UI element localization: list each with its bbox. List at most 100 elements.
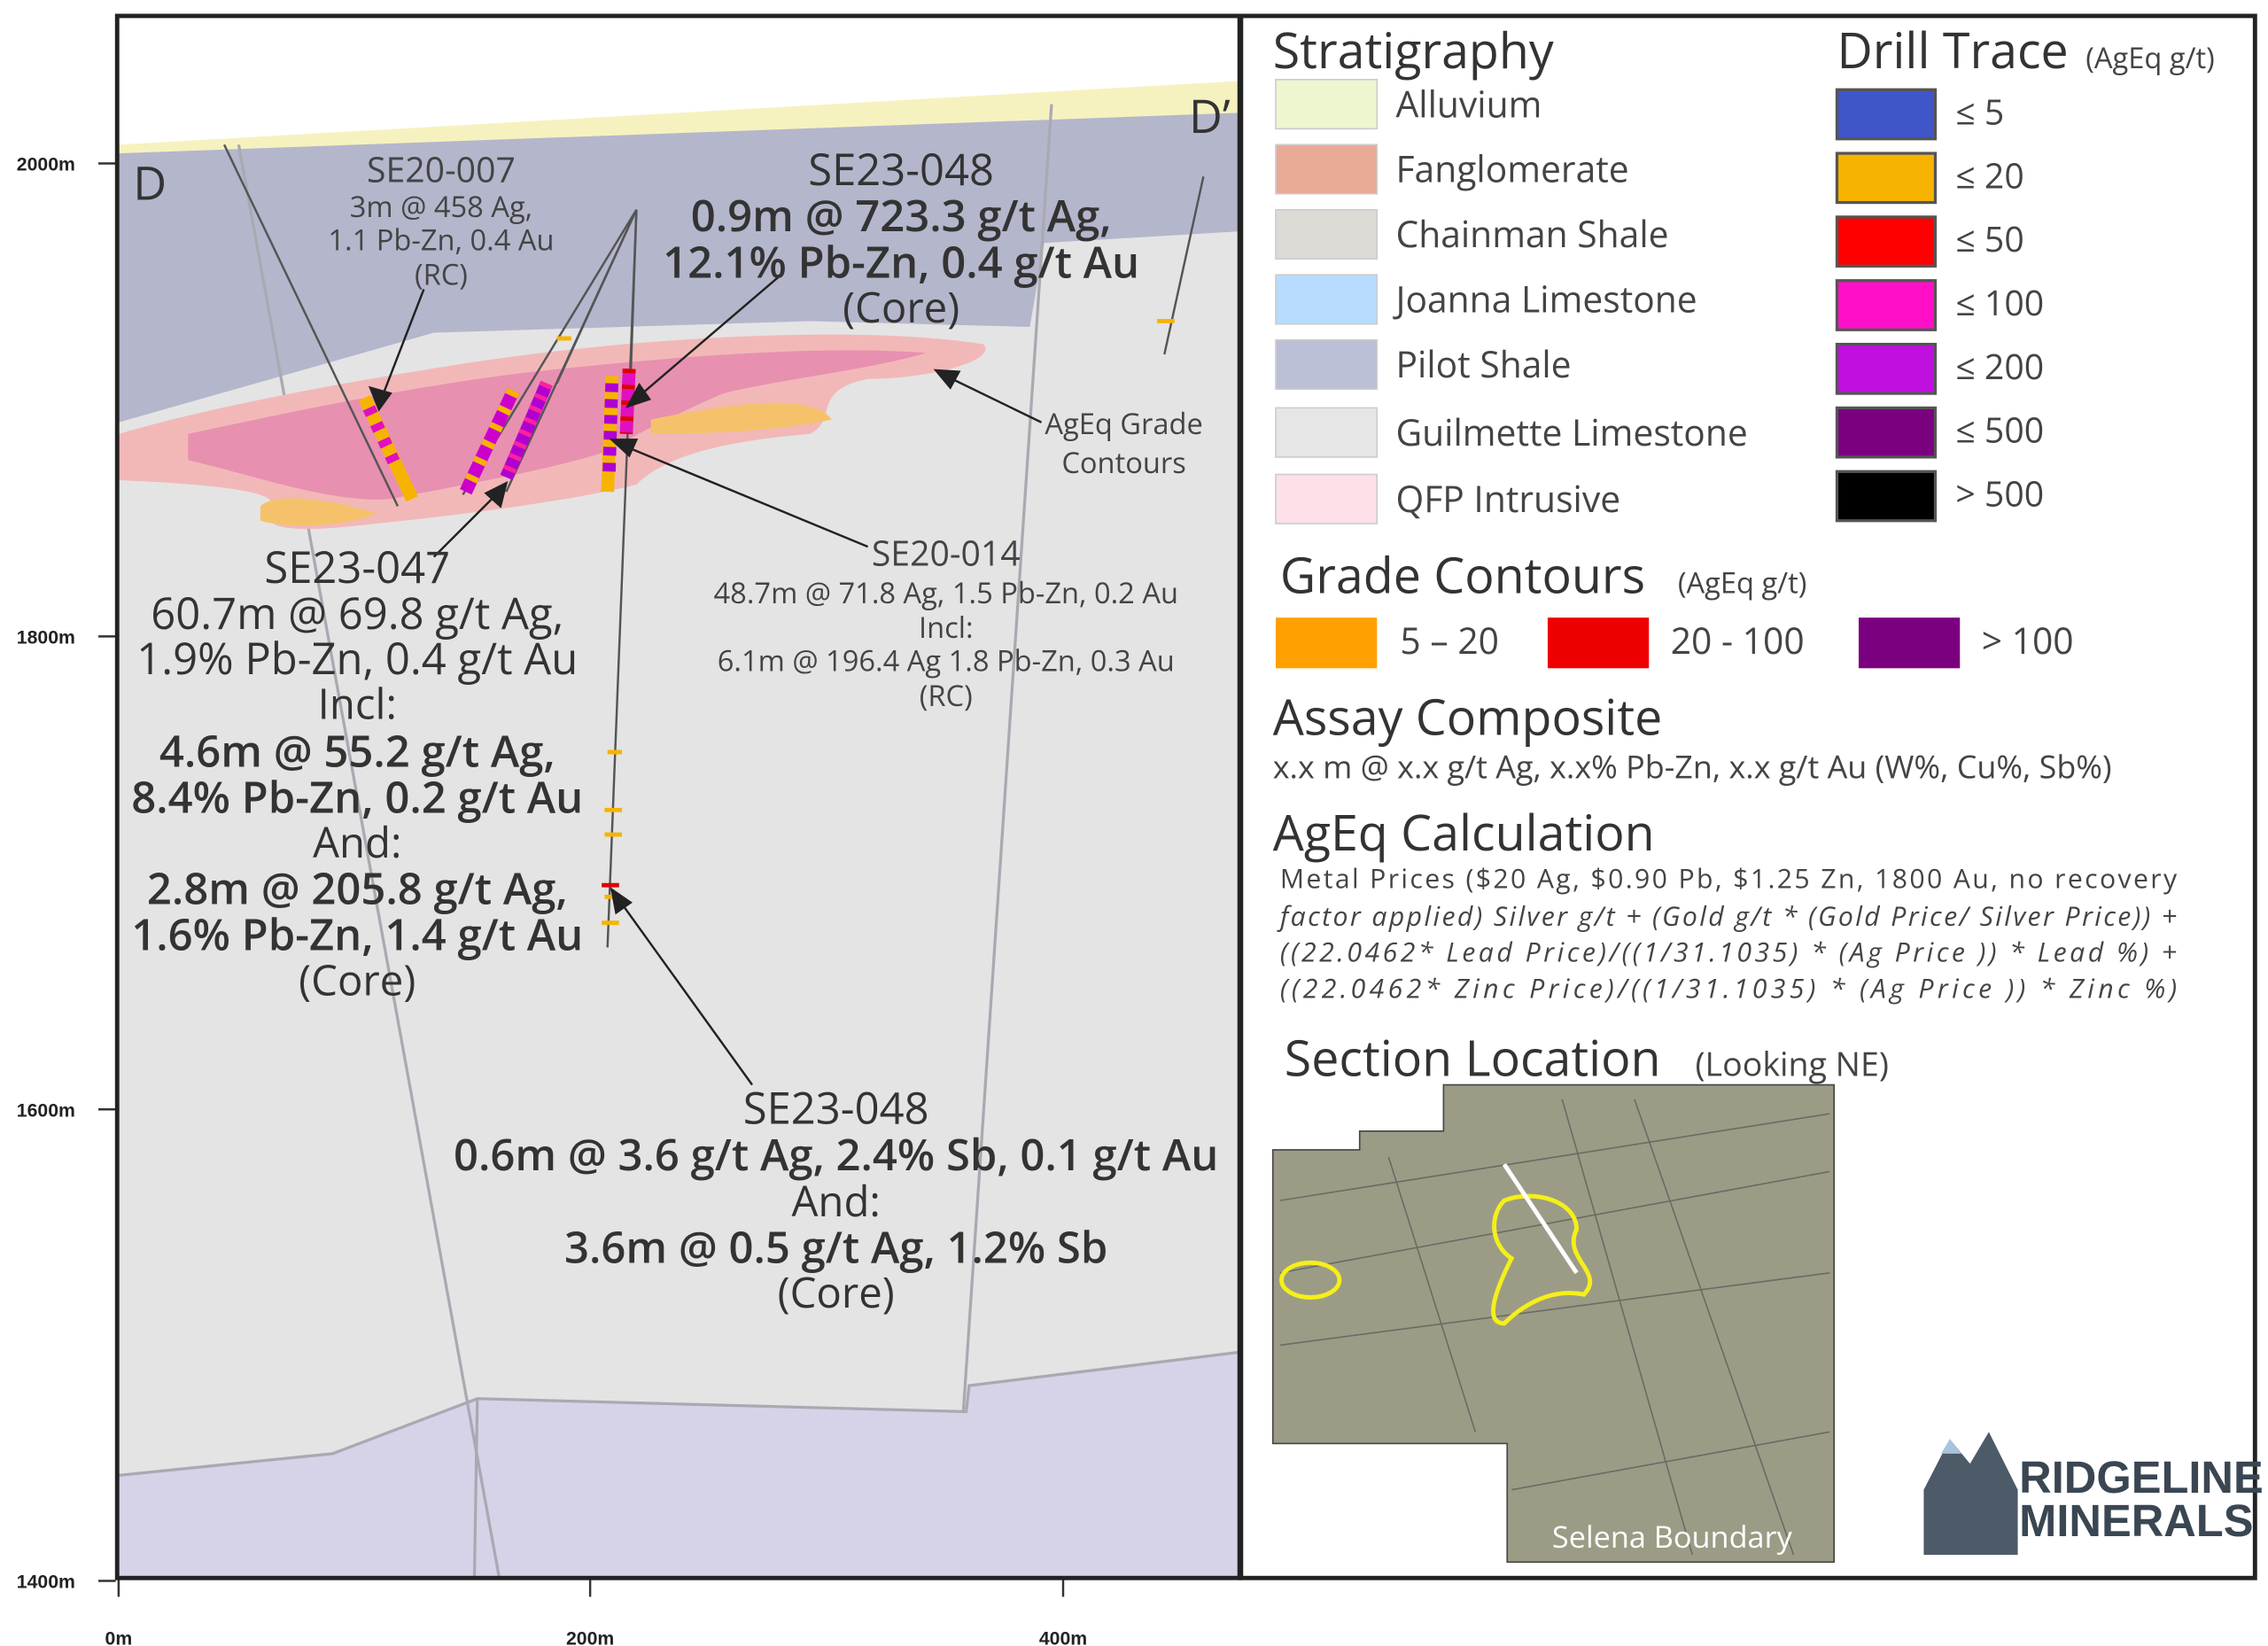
legend-text: x.x m @ x.x g/t Ag, x.x% Pb-Zn, x.x g/t … [1273,744,2112,788]
annotation-line: Incl: [919,607,974,647]
map-label: Selena Boundary [1552,1516,1793,1557]
x-axis-label: 0m [105,1628,133,1646]
contact [118,1350,1239,1477]
map-outline [1491,1193,1592,1326]
legend-label: ≤ 500 [1955,407,2044,454]
legend-swatch [1275,407,1379,458]
annotation-line: AgEq Grade [1045,403,1202,443]
annotation-line: (RC) [920,675,973,715]
legend-unit: (Looking NE) [1695,1042,1888,1087]
annotation-line: 6.1m @ 196.4 Ag 1.8 Pb-Zn, 0.3 Au [718,641,1175,680]
legend-swatch [1858,617,1961,669]
drill-trace-assays [358,369,636,502]
legend-swatch [1835,406,1938,459]
logo [1923,1432,2018,1556]
y-axis-label: 1600m [17,1100,75,1121]
fault [237,144,501,1577]
location-map [1271,1083,1836,1564]
y-axis-label: 2000m [17,155,75,175]
contour-mid [188,350,926,500]
annotation-line: 48.7m @ 71.8 Ag, 1.5 Pb-Zn, 0.2 Au [714,572,1178,612]
annotation-line: (Core) [843,277,959,335]
legend-swatch [1835,215,1938,268]
map-image [1271,1083,1836,1564]
legend-text: ((22.0462* Zinc Price)/((1/31.1035) * (A… [1280,970,2177,1006]
annotation-line: SE20-007 [367,146,516,193]
annotation-line: 1.9% Pb-Zn, 0.4 g/t Au [136,629,578,687]
legend-label: > 100 [1982,615,2074,664]
logo-mark [1923,1432,2018,1556]
legend-swatch [1835,342,1938,395]
annotation-line: 4.6m @ 55.2 g/t Ag, [159,721,555,780]
map-lines [1279,1099,1830,1556]
legend-label: > 500 [1955,470,2044,516]
pilot-shale [118,113,1239,423]
annotation-line: (Core) [299,950,416,1007]
map-outline [1279,1260,1342,1300]
legend-title: AgEq Calculation [1273,799,1655,866]
arrows [368,274,1043,1086]
legend-label: Chainman Shale [1396,208,1669,258]
legend-swatch [1275,208,1379,260]
contact [472,1398,479,1577]
legend-title: Section Location [1285,1025,1661,1091]
annotation-line: 3.6m @ 0.5 g/t Ag, 1.2% Sb [564,1217,1107,1276]
annotation-line: 60.7m @ 69.8 g/t Ag, [151,584,563,642]
fault [961,104,1053,1412]
annotation-line: 2.8m @ 205.8 g/t Ag, [147,858,568,917]
annotation-line: 3m @ 458 Ag, [350,186,532,226]
annotation-line: 8.4% Pb-Zn, 0.2 g/t Au [131,768,583,827]
section-line [1502,1162,1579,1275]
legend-label: ≤ 20 [1955,151,2023,198]
annotation-line: And: [792,1171,881,1229]
legend-label: 5 – 20 [1400,615,1499,664]
legend-label: ≤ 200 [1955,343,2044,390]
legend-label: Guilmette Limestone [1396,407,1748,456]
legend-swatch [1547,617,1650,669]
legend-title: Assay Composite [1273,683,1663,749]
legend-swatch [1275,274,1379,325]
annotation-line: (Core) [778,1262,895,1320]
legend-label: Pilot Shale [1396,338,1572,388]
legend-unit: (AgEq g/t) [1678,562,1807,602]
annotation-line: Contours [1061,442,1185,482]
annotation-line: SE23-048 [808,140,994,198]
contour-orange [260,498,377,526]
annotation-line: 0.6m @ 3.6 g/t Ag, 2.4% Sb, 0.1 g/t Au [454,1125,1218,1184]
y-axis-label: 1400m [17,1572,75,1593]
annotation-line: SE23-047 [264,538,450,596]
lower-unit [118,1352,1239,1577]
legend-swatch [1275,79,1379,130]
legend-title: Stratigraphy [1273,17,1554,83]
axis-ticks [98,162,1065,1597]
legend-swatch [1835,88,1938,141]
legend-label: Joanna Limestone [1393,274,1697,323]
annotation-line: 12.1% Pb-Zn, 0.4 g/t Au [663,232,1139,291]
annotation-line: SE20-014 [872,529,1021,576]
logo-text: MINERALS [2019,1495,2253,1546]
legend-swatch [1835,470,1938,523]
legend-label: ≤ 50 [1955,215,2023,262]
legend-swatch [1276,617,1378,669]
legend-label: Fanglomerate [1396,144,1629,193]
x-axis-label: 400m [1039,1628,1087,1646]
annotation-line: And: [313,812,401,870]
legend-label: QFP Intrusive [1396,473,1621,523]
legend-frame [1239,13,2257,1580]
legend-text: factor applied) Silver g/t + (Gold g/t *… [1277,897,2177,934]
x-axis-label: 200m [566,1628,614,1646]
legend-label: 20 - 100 [1671,615,1805,664]
section-end-right: D’ [1189,84,1231,147]
contour-orange [650,402,832,434]
legend-text: Metal Prices ($20 Ag, $0.90 Pb, $1.25 Zn… [1280,859,2178,896]
legend-swatch [1835,151,1938,205]
annotation-line: 1.6% Pb-Zn, 1.4 g/t Au [131,905,583,964]
legend-swatch [1835,279,1938,331]
legend-label: ≤ 5 [1955,88,2004,135]
annotation-line: 0.9m @ 723.3 g/t Ag, [691,186,1112,245]
axis-labels: 2000m 1800m 1600m 1400m 0m 200m 400m [17,155,1087,1646]
